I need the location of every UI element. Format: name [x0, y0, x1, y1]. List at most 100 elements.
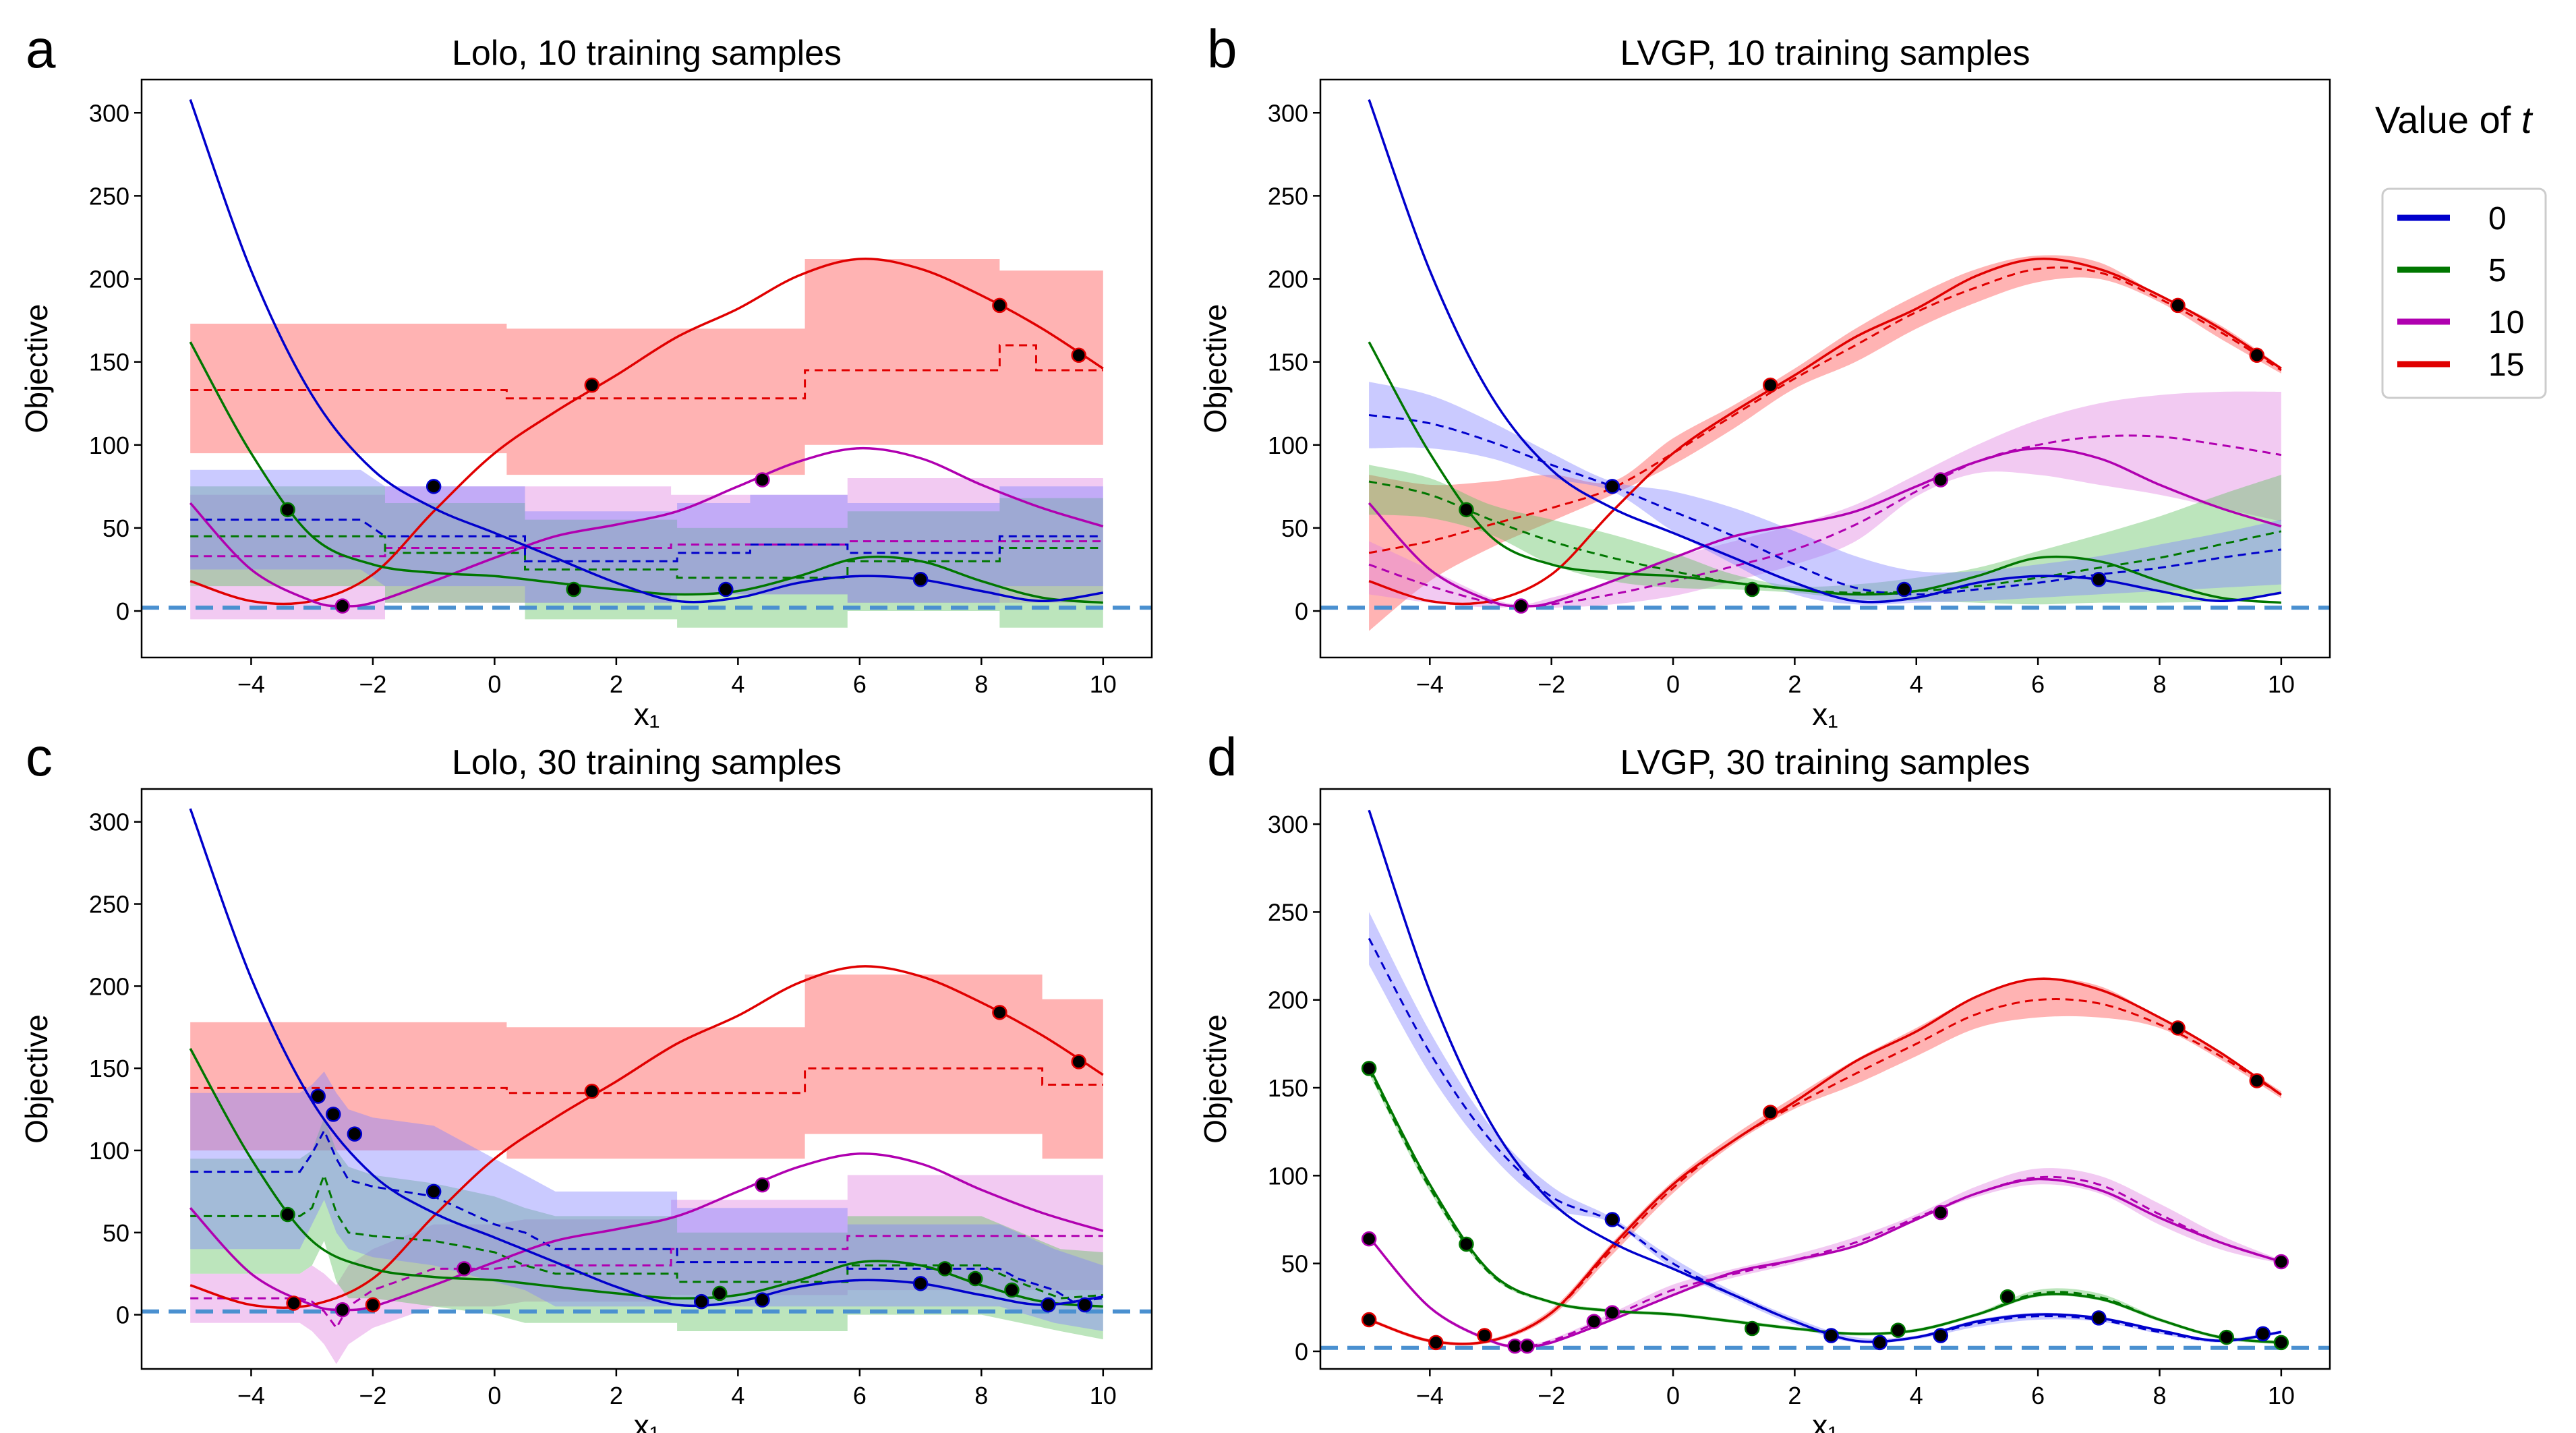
x-tick-label: −4 — [237, 1382, 265, 1409]
training-point-t15 — [992, 297, 1007, 314]
training-point-t15 — [1428, 1335, 1444, 1351]
training-point-t15 — [2170, 297, 2186, 314]
y-axis-label: Objective — [1198, 1014, 1233, 1144]
training-point-t5 — [712, 1285, 728, 1302]
legend-label-5: 5 — [2488, 253, 2507, 289]
training-point-t0 — [1896, 581, 1912, 597]
x-axis-label: x₁ — [634, 697, 660, 732]
mean-line-t10 — [190, 540, 1103, 558]
training-point-t10 — [1604, 1305, 1620, 1320]
panel-title: Lolo, 10 training samples — [452, 34, 842, 73]
training-point-t10 — [334, 598, 351, 614]
training-point-t0 — [2091, 1310, 2107, 1326]
x-tick-label: 0 — [1666, 670, 1680, 698]
training-point-t10 — [334, 1302, 351, 1318]
y-tick-label: 100 — [89, 432, 129, 459]
x-tick-label: 0 — [488, 670, 501, 698]
y-axis-label: Objective — [19, 304, 54, 434]
x-tick-label: 4 — [1910, 1382, 1923, 1409]
training-point-t0 — [1604, 1212, 1620, 1227]
y-tick-label: 100 — [1268, 1162, 1308, 1190]
training-point-t0 — [1933, 1328, 1949, 1343]
training-point-t5 — [1361, 1061, 1377, 1076]
training-point-t0 — [426, 479, 442, 494]
training-point-t15 — [992, 1005, 1007, 1020]
x-tick-label: 6 — [853, 1382, 867, 1409]
x-axis-label: x₁ — [634, 1408, 660, 1433]
training-point-t0 — [718, 581, 734, 597]
y-tick-label: 200 — [89, 266, 129, 293]
training-point-t15 — [1477, 1328, 1492, 1343]
y-tick-label: 50 — [1281, 1250, 1308, 1278]
legend: Value of t 0 5 10 15 — [2375, 98, 2547, 399]
x-tick-label: −2 — [359, 670, 386, 698]
true-curve-t0 — [1368, 99, 2282, 604]
y-tick-label: 300 — [1268, 811, 1308, 838]
y-tick-label: 150 — [1268, 1074, 1308, 1102]
y-tick-label: 250 — [89, 182, 129, 210]
training-point-t15 — [584, 1084, 600, 1099]
y-tick-label: 200 — [1268, 987, 1308, 1014]
mean-line-t0 — [190, 519, 1103, 562]
true-curve-t5 — [1368, 341, 2282, 604]
panel-title: LVGP, 30 training samples — [1620, 743, 2030, 782]
training-point-t5 — [968, 1270, 983, 1287]
training-point-t0 — [912, 1276, 929, 1291]
y-tick-label: 250 — [89, 891, 129, 918]
training-point-t10 — [1586, 1314, 1602, 1329]
training-point-t15 — [1763, 377, 1778, 393]
true-curve-t15 — [1368, 977, 2282, 1345]
x-tick-label: −2 — [359, 1382, 386, 1409]
training-point-t5 — [1004, 1282, 1020, 1298]
training-point-t10 — [457, 1261, 472, 1277]
legend-box — [2381, 187, 2547, 399]
training-point-t0 — [1077, 1297, 1092, 1313]
x-tick-label: 4 — [731, 1382, 744, 1409]
y-tick-label: 200 — [1268, 266, 1308, 293]
training-point-t15 — [2170, 1020, 2186, 1036]
y-tick-label: 100 — [89, 1137, 129, 1165]
y-tick-label: 0 — [1295, 1338, 1308, 1366]
training-point-t5 — [937, 1261, 953, 1277]
panel-letter: a — [26, 19, 56, 79]
x-tick-label: 4 — [1910, 670, 1923, 698]
panel-title: LVGP, 10 training samples — [1620, 34, 2030, 73]
x-tick-label: 10 — [1090, 670, 1117, 698]
y-tick-label: 50 — [103, 515, 129, 542]
mean-line-t15 — [1368, 266, 2282, 554]
training-point-t10 — [1933, 1204, 1949, 1221]
training-point-t10 — [1361, 1231, 1377, 1247]
training-point-t5 — [280, 1206, 295, 1223]
y-tick-label: 0 — [116, 597, 129, 625]
training-point-t5 — [280, 502, 295, 518]
training-point-t0 — [347, 1126, 363, 1142]
mean-line-t15 — [190, 1067, 1103, 1094]
true-curve-t15 — [189, 965, 1104, 1310]
training-point-t0 — [693, 1293, 709, 1310]
x-tick-label: 8 — [2153, 1382, 2166, 1409]
x-tick-label: 0 — [1666, 1382, 1680, 1409]
training-point-t0 — [426, 1183, 442, 1200]
x-tick-label: 8 — [974, 670, 988, 698]
x-tick-label: −4 — [237, 670, 265, 698]
true-curve-t5 — [189, 341, 1103, 604]
x-tick-label: −2 — [1538, 1382, 1565, 1409]
axes-frame — [140, 788, 1153, 1370]
mean-line-t15 — [190, 344, 1103, 400]
training-point-t5 — [1459, 502, 1474, 518]
panel-title: Lolo, 30 training samples — [452, 743, 842, 782]
axes-frame — [1319, 788, 2331, 1370]
legend-label-0: 0 — [2488, 201, 2507, 237]
x-tick-label: 4 — [731, 670, 744, 698]
panel-letter: c — [26, 727, 53, 787]
training-point-t0 — [326, 1107, 341, 1122]
legend-label-15: 15 — [2488, 347, 2524, 383]
x-tick-label: 2 — [1788, 670, 1801, 698]
confidence-band-t10 — [1369, 391, 2281, 608]
training-point-t15 — [365, 1297, 381, 1313]
training-point-t10 — [755, 472, 770, 488]
training-point-t10 — [1519, 1338, 1535, 1354]
training-point-t5 — [1890, 1322, 1906, 1338]
